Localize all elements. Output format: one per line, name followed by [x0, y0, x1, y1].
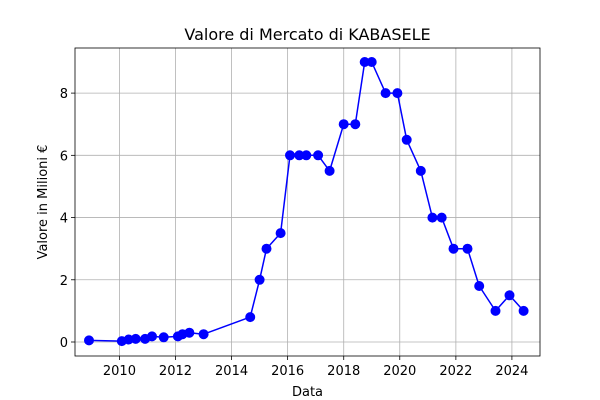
data-point [301, 150, 312, 161]
data-point [427, 212, 438, 223]
data-point [474, 281, 485, 291]
y-tick-label: 6 [60, 149, 68, 164]
x-tick-label: 2024 [495, 364, 528, 379]
data-point [436, 212, 447, 223]
data-point [504, 290, 515, 301]
data-point [518, 305, 529, 316]
data-point [490, 305, 501, 316]
ticks: 2010 2012 2014 2016 2018 2020 2022 2024 0 2 4 6 8 [60, 87, 529, 379]
plot-frame [74, 47, 541, 357]
data-point [313, 150, 324, 161]
data-point [147, 331, 157, 342]
data-point [285, 150, 295, 161]
data-point [245, 312, 256, 323]
grid [75, 48, 540, 356]
x-tick-label: 2020 [383, 364, 416, 379]
data-point [366, 57, 377, 67]
data-point [392, 88, 403, 99]
data-point [84, 335, 94, 346]
data-point [158, 332, 169, 343]
x-tick-label: 2018 [327, 364, 360, 379]
chart-title: Valore di Mercato di KABASELE [184, 25, 430, 44]
data-point [415, 165, 426, 176]
x-tick-label: 2016 [271, 364, 304, 379]
x-tick-label: 2010 [103, 364, 136, 379]
x-axis-label: Data [292, 385, 323, 400]
data-point [261, 243, 272, 254]
x-tick-label: 2012 [159, 364, 192, 379]
y-tick-label: 0 [60, 336, 68, 351]
x-tick-label: 2014 [215, 364, 248, 379]
data-point [275, 228, 286, 239]
x-tick-label: 2022 [439, 364, 472, 379]
y-tick-label: 8 [60, 87, 68, 102]
data-point [130, 333, 141, 344]
data-point [338, 119, 349, 130]
data-point [198, 329, 209, 340]
data-point [462, 243, 473, 254]
y-axis-label: Valore in Milioni € [36, 145, 51, 260]
data-point [324, 165, 335, 176]
data-point [448, 243, 459, 254]
data-point [254, 274, 265, 285]
data-point [184, 327, 195, 338]
data-point [350, 119, 361, 130]
data-point [401, 134, 412, 145]
y-tick-label: 4 [60, 212, 68, 227]
y-tick-label: 2 [60, 274, 68, 289]
series-layer [84, 57, 529, 347]
data-point [380, 88, 391, 99]
